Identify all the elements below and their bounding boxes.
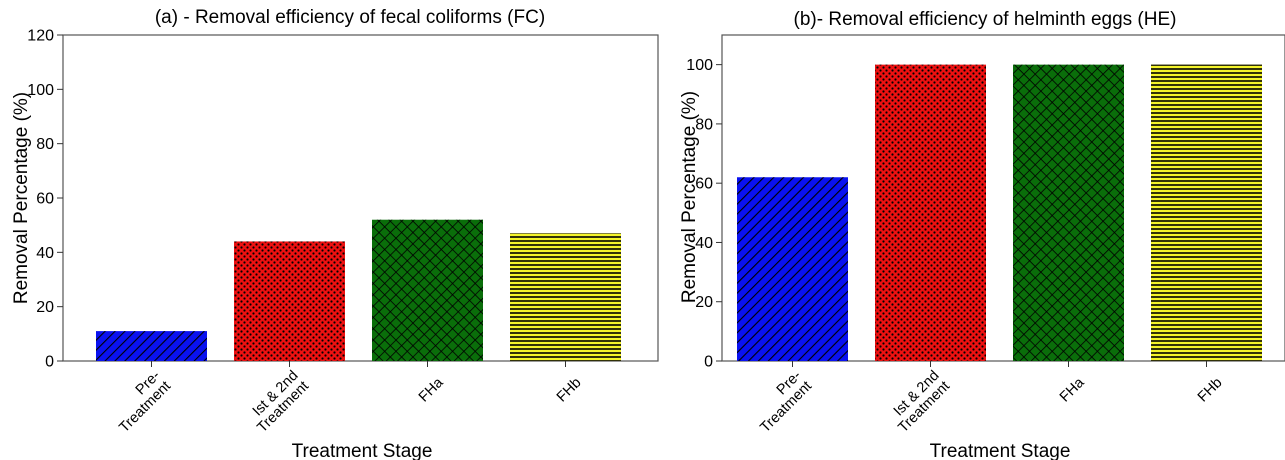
x-category-label: FHb xyxy=(1195,375,1226,406)
bar-b-3 xyxy=(1013,64,1124,362)
bar-b-2 xyxy=(875,64,986,362)
plot-area-b: 0 20 40 60 80 100 Pre-Treatment Ist & 2ndTreatm… xyxy=(686,34,1285,436)
chart-panel-b: (b)- Removal efficiency of helminth eggs… xyxy=(679,9,1285,460)
plot-frame xyxy=(721,34,1285,362)
bar-b-1 xyxy=(737,177,848,361)
y-tick-label: 120 xyxy=(27,28,54,45)
plot-area-a: 0 20 40 60 80 100 120 Pre-Treatment Ist & 2ndTre… xyxy=(27,28,659,436)
y-tick-label: 80 xyxy=(36,136,54,153)
y-tick-label: 40 xyxy=(695,235,713,252)
bar-a-3 xyxy=(372,219,483,361)
x-category-label: Pre-Treatment xyxy=(106,368,174,436)
x-category-label: Ist & 2ndTreatment xyxy=(885,368,953,436)
x-category-label: FHb xyxy=(554,375,585,406)
y-tick-label: 0 xyxy=(704,354,713,371)
chart-panel-a: (a) - Removal efficiency of fecal colifo… xyxy=(11,7,659,460)
chart-title-a: (a) - Removal efficiency of fecal colifo… xyxy=(155,7,545,28)
y-tick-label: 20 xyxy=(36,299,54,316)
y-axis-label-a: Removal Percentage (%) xyxy=(11,92,32,304)
y-tick-label: 80 xyxy=(695,116,713,133)
x-category-label: Ist & 2ndTreatment xyxy=(244,368,312,436)
y-tick-label: 0 xyxy=(45,354,54,371)
y-axis-label-b: Removal Percentage (%) xyxy=(679,91,700,303)
chart-title-b: (b)- Removal efficiency of helminth eggs… xyxy=(794,9,1177,30)
y-tick-label: 100 xyxy=(686,57,713,74)
x-axis-label-b: Treatment Stage xyxy=(930,441,1071,460)
bar-a-2 xyxy=(234,241,345,361)
x-category-label: FHa xyxy=(1057,374,1088,405)
x-category-label: FHa xyxy=(416,374,447,405)
y-tick-label: 40 xyxy=(36,245,54,262)
x-category-label: Pre-Treatment xyxy=(747,368,815,436)
y-tick-label: 60 xyxy=(695,176,713,193)
bar-a-1 xyxy=(96,331,207,361)
y-tick-label: 100 xyxy=(27,82,54,99)
bar-b-4 xyxy=(1151,64,1262,362)
y-tick-label: 60 xyxy=(36,191,54,208)
y-tick-label: 20 xyxy=(695,294,713,311)
bar-a-4 xyxy=(510,233,621,361)
x-axis-label-a: Treatment Stage xyxy=(292,441,433,460)
